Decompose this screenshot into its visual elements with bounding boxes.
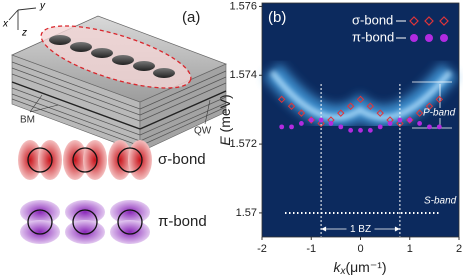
sigma-label: σ-bond	[158, 151, 206, 168]
pi-point	[358, 127, 363, 133]
pi-point	[338, 124, 344, 130]
p-band-label: P-band	[423, 108, 456, 119]
pi-point	[436, 124, 442, 130]
legend-marker	[440, 34, 448, 42]
arrow-head	[394, 226, 400, 232]
panel-label: (b)	[268, 9, 286, 26]
sigma-point	[356, 95, 365, 104]
pi-point	[367, 127, 373, 133]
label-part: (meV)	[217, 94, 233, 136]
pi-point	[387, 121, 393, 126]
legend-label: σ-bond	[352, 12, 393, 27]
legend-marker	[410, 34, 418, 42]
x-tick-label: 2	[456, 243, 462, 255]
pi-label: π-bond	[158, 213, 207, 230]
legend-marker	[439, 16, 449, 26]
sigma-point	[317, 119, 325, 128]
label-part: k	[333, 259, 341, 275]
sigma-point	[346, 102, 355, 110]
coord-axes	[8, 7, 37, 30]
p-band-bracket	[412, 81, 452, 129]
sigma-point	[287, 102, 296, 110]
axis-y-label: y	[39, 1, 46, 12]
panel-label: (a)	[182, 9, 200, 26]
x-axis-label: kx(μm⁻¹)	[333, 259, 386, 277]
axis-z-label: z	[21, 28, 27, 39]
pointer	[204, 99, 211, 125]
label-part: (μm⁻¹)	[345, 259, 386, 275]
sigma-point	[425, 102, 434, 110]
pi-orbitals	[20, 200, 150, 244]
pi-point	[328, 121, 334, 126]
y-axis-label: E (meV)	[217, 94, 233, 145]
y-tick-label: 1.574	[229, 69, 257, 81]
pi-point	[407, 117, 413, 123]
arrow-head	[321, 226, 327, 232]
x-tick-label: -1	[306, 243, 316, 255]
sigma-point	[376, 109, 384, 117]
pi-point	[397, 117, 403, 123]
label-part: E	[217, 136, 233, 146]
bz-label-bg	[346, 223, 375, 235]
bm-label: BM	[20, 115, 35, 126]
pi-point	[427, 124, 432, 130]
legend-marker	[409, 16, 419, 26]
panel-a: y z x (a) BM QW σ-bond π-bond	[2, 1, 227, 244]
x-tick-label: -2	[257, 243, 267, 255]
legend-marker	[424, 16, 434, 26]
s-band-label: S-band	[424, 196, 457, 207]
pi-point	[299, 121, 304, 126]
sigma-point	[366, 102, 375, 110]
sigma-point	[297, 109, 306, 117]
sigma-point	[415, 109, 424, 117]
y-tick-label: 1.572	[229, 138, 257, 150]
pi-point	[377, 124, 383, 130]
sigma-orbitals	[18, 140, 152, 180]
y-tick-label: 1.57	[236, 207, 257, 219]
sigma-point	[337, 109, 345, 117]
pi-point	[308, 117, 314, 123]
x-tick-label: 0	[357, 243, 363, 255]
pi-point	[279, 124, 285, 130]
legend-marker	[425, 34, 433, 42]
legend-label: π-bond	[352, 29, 394, 44]
layer-stripes	[11, 61, 227, 147]
x-tick-label: 1	[407, 243, 413, 255]
axis-x-label: x	[2, 19, 9, 30]
pi-point	[318, 117, 324, 123]
sigma-point	[435, 95, 444, 104]
pi-point	[348, 127, 354, 133]
pillars	[49, 35, 175, 78]
sigma-point	[396, 119, 404, 128]
pointer	[29, 94, 43, 113]
panel-b: 1 BZ P-band S-band (b) σ-bond π-bond -2 -1 0 1 2 1.…	[217, 0, 462, 276]
pi-point	[417, 121, 422, 126]
sigma-point	[277, 95, 286, 104]
pi-point	[289, 124, 294, 130]
y-tick-label: 1.576	[229, 0, 257, 12]
bz-label: 1 BZ	[350, 224, 371, 235]
qw-label: QW	[194, 126, 212, 137]
label-part: x	[339, 266, 346, 277]
pointer	[29, 104, 59, 113]
